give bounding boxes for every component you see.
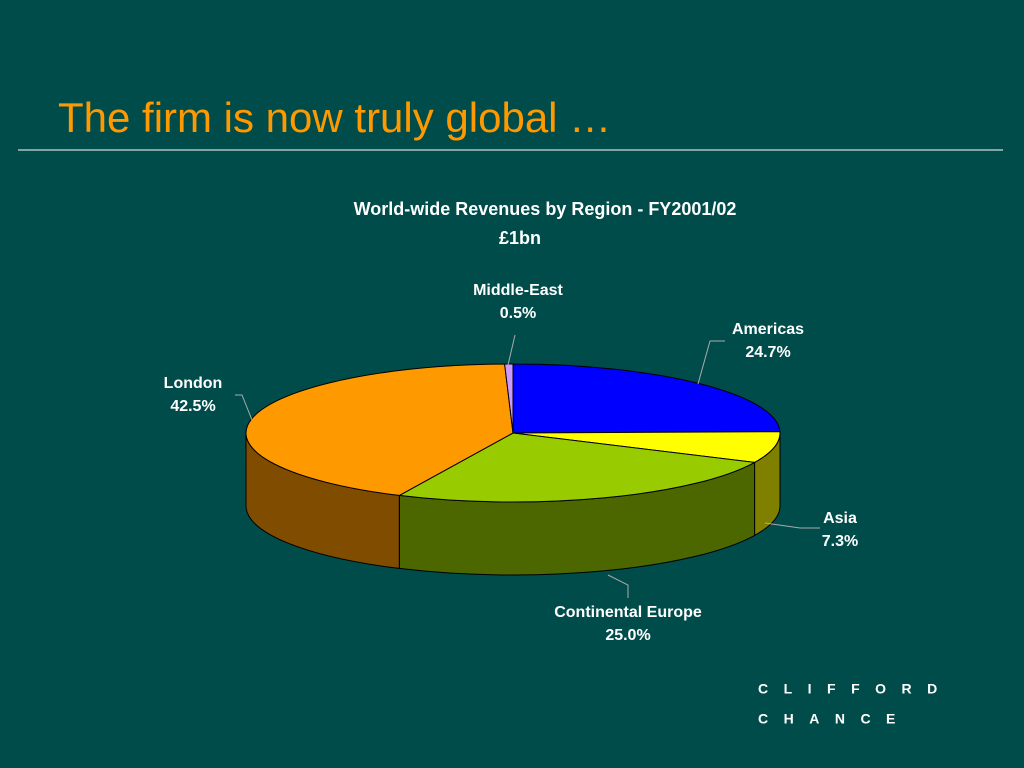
leader-line — [607, 574, 629, 598]
pie-slice — [504, 363, 514, 434]
slice-label: London — [164, 375, 223, 392]
slice-label: Middle-East — [473, 282, 563, 299]
logo-line: CLIFFORD — [758, 681, 953, 697]
chart-subtitle: £1bn — [499, 228, 541, 248]
leader-line — [507, 334, 516, 366]
slice-value-label: 42.5% — [170, 398, 215, 415]
slice-label: Americas — [732, 321, 804, 338]
logo-line: CHANCE — [758, 711, 911, 727]
pie-slice — [397, 432, 757, 503]
leader-line — [235, 394, 253, 421]
leader-line — [764, 522, 820, 529]
chart-title: World-wide Revenues by Region - FY2001/0… — [354, 199, 737, 219]
pie-slice — [512, 431, 781, 463]
slide-title: The firm is now truly global … — [58, 94, 611, 141]
slice-label: Asia — [823, 510, 857, 527]
slice-label: Continental Europe — [554, 604, 702, 621]
slice-value-label: 24.7% — [745, 344, 790, 361]
slice-value-label: 0.5% — [500, 305, 536, 322]
leader-line — [697, 340, 725, 385]
slice-value-label: 25.0% — [605, 627, 650, 644]
slice-value-label: 7.3% — [822, 533, 858, 550]
pie-slice — [512, 363, 781, 434]
